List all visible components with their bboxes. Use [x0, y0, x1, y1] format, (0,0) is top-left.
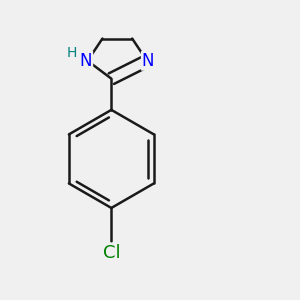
Text: N: N [142, 52, 154, 70]
Text: N: N [80, 52, 92, 70]
Text: Cl: Cl [103, 244, 120, 262]
Text: H: H [67, 46, 77, 60]
